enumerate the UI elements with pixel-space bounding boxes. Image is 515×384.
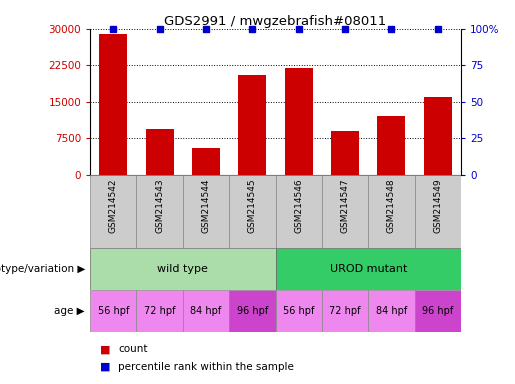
Text: 56 hpf: 56 hpf — [98, 306, 129, 316]
Bar — [183, 175, 229, 248]
Text: percentile rank within the sample: percentile rank within the sample — [118, 362, 295, 372]
Text: GSM214546: GSM214546 — [294, 178, 303, 233]
Bar — [90, 175, 136, 248]
Bar — [415, 290, 461, 332]
Text: ■: ■ — [100, 362, 114, 372]
Text: GSM214549: GSM214549 — [433, 178, 442, 233]
Bar — [331, 131, 359, 175]
Text: GSM214544: GSM214544 — [201, 178, 211, 233]
Text: ■: ■ — [100, 344, 114, 354]
Text: 84 hpf: 84 hpf — [191, 306, 221, 316]
Bar — [322, 175, 368, 248]
Bar — [276, 290, 322, 332]
Text: 72 hpf: 72 hpf — [144, 306, 176, 316]
Bar — [99, 34, 127, 175]
Text: wild type: wild type — [158, 264, 208, 274]
Bar — [322, 290, 368, 332]
Bar — [276, 175, 322, 248]
Bar — [276, 248, 461, 290]
Bar — [229, 175, 276, 248]
Text: UROD mutant: UROD mutant — [330, 264, 407, 274]
Bar — [285, 68, 313, 175]
Bar — [90, 290, 136, 332]
Text: genotype/variation ▶: genotype/variation ▶ — [0, 264, 85, 274]
Text: 96 hpf: 96 hpf — [237, 306, 268, 316]
Bar — [377, 116, 405, 175]
Text: GSM214543: GSM214543 — [155, 178, 164, 233]
Bar — [368, 290, 415, 332]
Bar — [192, 148, 220, 175]
Text: GSM214548: GSM214548 — [387, 178, 396, 233]
Text: GSM214545: GSM214545 — [248, 178, 257, 233]
Text: age ▶: age ▶ — [55, 306, 85, 316]
Bar — [229, 290, 276, 332]
Bar — [183, 290, 229, 332]
Bar — [146, 129, 174, 175]
Bar — [136, 175, 183, 248]
Text: count: count — [118, 344, 148, 354]
Text: GSM214542: GSM214542 — [109, 178, 118, 233]
Bar — [136, 290, 183, 332]
Text: 96 hpf: 96 hpf — [422, 306, 453, 316]
Text: 72 hpf: 72 hpf — [329, 306, 361, 316]
Text: 84 hpf: 84 hpf — [376, 306, 407, 316]
Bar — [415, 175, 461, 248]
Bar — [424, 97, 452, 175]
Bar — [90, 248, 276, 290]
Bar — [368, 175, 415, 248]
Text: GSM214547: GSM214547 — [340, 178, 350, 233]
Title: GDS2991 / mwgzebrafish#08011: GDS2991 / mwgzebrafish#08011 — [164, 15, 387, 28]
Text: 56 hpf: 56 hpf — [283, 306, 314, 316]
Bar — [238, 75, 266, 175]
